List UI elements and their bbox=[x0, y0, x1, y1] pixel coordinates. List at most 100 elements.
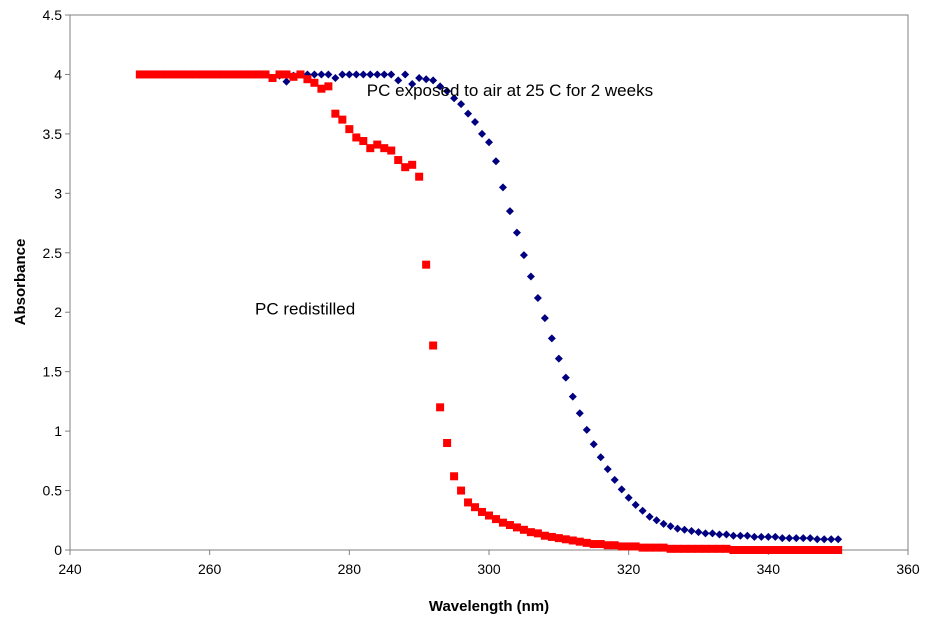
data-point-square bbox=[205, 70, 214, 79]
data-point-square bbox=[540, 531, 549, 540]
y-axis-ticks: 0 0.5 1 1.5 2 2.5 3 3.5 4 4.5 bbox=[43, 7, 70, 558]
data-point-square bbox=[694, 544, 703, 553]
data-point-square bbox=[491, 515, 500, 524]
data-point-diamond bbox=[429, 76, 438, 85]
data-point-diamond bbox=[680, 525, 689, 534]
data-point-square bbox=[631, 542, 640, 551]
data-point-square bbox=[680, 544, 689, 553]
data-point-diamond bbox=[505, 207, 514, 216]
data-point-diamond bbox=[324, 70, 333, 79]
data-point-square bbox=[743, 546, 752, 554]
data-point-square bbox=[464, 498, 473, 507]
data-point-square bbox=[519, 525, 528, 534]
data-point-diamond bbox=[638, 506, 647, 515]
data-point-square bbox=[212, 70, 221, 79]
data-point-diamond bbox=[519, 251, 528, 260]
data-point-square bbox=[806, 546, 815, 554]
data-point-square bbox=[380, 144, 389, 153]
data-point-square bbox=[673, 544, 682, 553]
data-point-square bbox=[275, 70, 284, 79]
data-point-diamond bbox=[491, 157, 500, 166]
data-point-square bbox=[408, 160, 417, 169]
data-point-square bbox=[429, 341, 438, 350]
data-point-diamond bbox=[526, 272, 535, 281]
series-redistilled bbox=[135, 70, 843, 554]
data-point-square bbox=[547, 532, 556, 541]
data-point-diamond bbox=[827, 535, 836, 544]
data-point-diamond bbox=[806, 534, 815, 543]
data-point-square bbox=[156, 70, 165, 79]
y-tick-label: 1 bbox=[54, 423, 62, 439]
data-point-diamond bbox=[408, 79, 417, 88]
data-point-diamond bbox=[568, 392, 577, 401]
data-point-square bbox=[317, 84, 326, 93]
data-point-square bbox=[177, 70, 186, 79]
data-point-square bbox=[170, 70, 179, 79]
data-point-square bbox=[373, 140, 382, 149]
data-point-diamond bbox=[722, 530, 731, 539]
data-point-diamond bbox=[401, 70, 410, 79]
data-point-square bbox=[617, 542, 626, 551]
data-point-square bbox=[310, 78, 319, 87]
x-tick-label: 300 bbox=[477, 561, 501, 577]
x-axis-title: Wavelength (nm) bbox=[429, 598, 549, 615]
data-point-square bbox=[443, 439, 452, 447]
data-point-square bbox=[666, 544, 675, 553]
data-point-square bbox=[485, 511, 493, 520]
data-point-square bbox=[289, 72, 298, 81]
data-point-square bbox=[715, 544, 724, 553]
data-point-diamond bbox=[310, 70, 319, 79]
data-point-square bbox=[240, 70, 249, 79]
data-point-square bbox=[771, 546, 780, 554]
data-point-square bbox=[750, 546, 759, 554]
data-point-square bbox=[820, 546, 829, 554]
data-point-diamond bbox=[589, 440, 598, 449]
data-point-square bbox=[226, 70, 235, 79]
data-point-diamond bbox=[736, 531, 745, 540]
data-point-square bbox=[645, 543, 654, 552]
data-point-diamond bbox=[673, 524, 682, 533]
data-point-diamond bbox=[471, 118, 480, 126]
data-point-square bbox=[533, 529, 542, 538]
x-tick-label: 260 bbox=[198, 561, 222, 577]
data-point-diamond bbox=[282, 77, 291, 86]
data-point-diamond bbox=[338, 70, 347, 79]
data-point-square bbox=[610, 541, 619, 550]
data-point-diamond bbox=[645, 512, 654, 521]
data-point-diamond bbox=[443, 87, 452, 96]
data-point-square bbox=[582, 538, 591, 547]
data-point-square bbox=[401, 163, 410, 172]
data-point-square bbox=[792, 546, 801, 554]
data-point-square bbox=[219, 70, 228, 79]
data-point-diamond bbox=[666, 522, 675, 531]
data-point-square bbox=[436, 403, 445, 412]
data-point-diamond bbox=[450, 94, 459, 103]
data-point-square bbox=[568, 536, 577, 545]
data-point-diamond bbox=[610, 475, 619, 484]
data-point-square bbox=[261, 70, 270, 79]
data-point-square bbox=[526, 528, 535, 537]
data-point-square bbox=[687, 544, 696, 553]
data-point-square bbox=[331, 109, 340, 118]
y-tick-label: 2.5 bbox=[43, 245, 63, 261]
data-point-square bbox=[554, 534, 563, 543]
data-point-diamond bbox=[575, 409, 584, 418]
data-point-square bbox=[135, 70, 144, 79]
data-point-square bbox=[303, 75, 312, 84]
data-point-square bbox=[638, 543, 647, 552]
data-point-square bbox=[471, 503, 480, 512]
data-point-square bbox=[652, 543, 661, 552]
data-point-square bbox=[799, 546, 808, 554]
data-point-square bbox=[736, 546, 745, 554]
data-point-square bbox=[785, 546, 794, 554]
data-point-square bbox=[352, 133, 361, 142]
data-point-square bbox=[478, 507, 487, 516]
data-point-diamond bbox=[652, 516, 661, 525]
data-point-diamond bbox=[547, 334, 556, 343]
data-point-square bbox=[233, 70, 242, 79]
data-point-diamond bbox=[785, 534, 794, 543]
data-point-diamond bbox=[799, 534, 808, 543]
data-point-diamond bbox=[834, 535, 843, 544]
data-point-square bbox=[708, 544, 717, 553]
data-point-square bbox=[282, 70, 291, 79]
